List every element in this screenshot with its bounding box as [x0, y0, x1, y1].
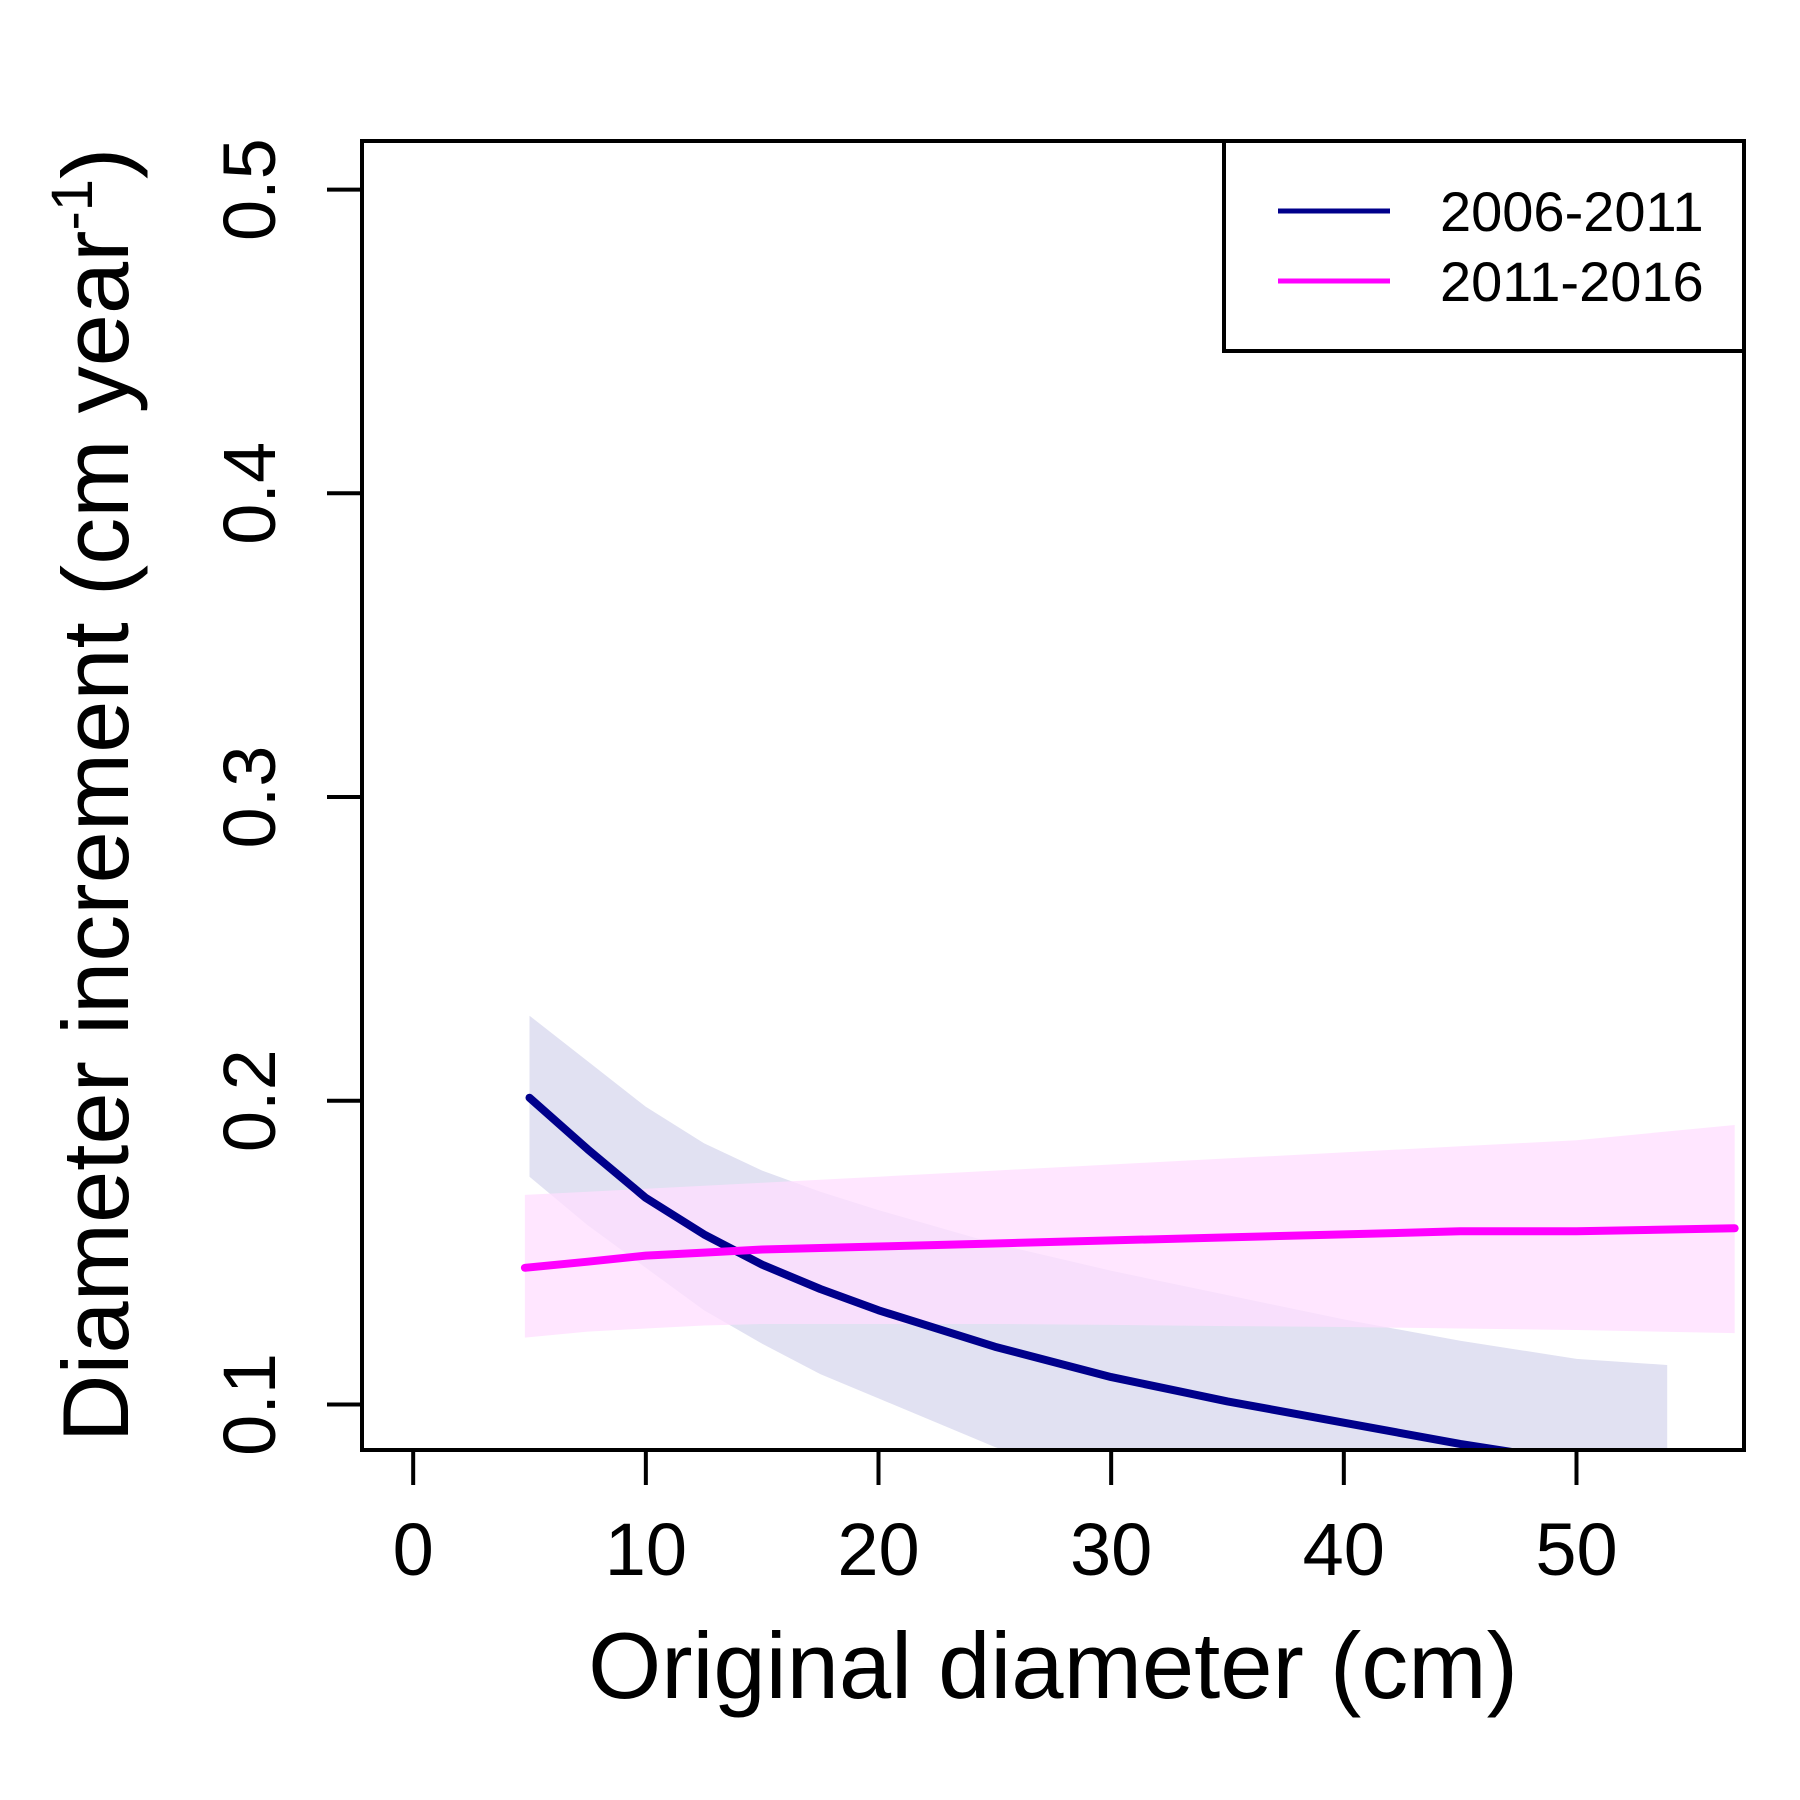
x-tick-label: 30 [1070, 1508, 1152, 1591]
x-axis-title: Original diameter (cm) [588, 1613, 1518, 1718]
x-tick-label: 40 [1303, 1508, 1385, 1591]
y-axis-title-superscript: -1 [40, 179, 105, 231]
y-tick-label: 0.2 [208, 1049, 291, 1152]
y-tick-label: 0.1 [208, 1353, 291, 1456]
y-axis: 0.1 0.2 0.3 0.4 0.5 [208, 138, 362, 1456]
legend-label-2011-2016: 2011-2016 [1440, 250, 1704, 313]
y-tick-label: 0.4 [208, 442, 291, 545]
y-axis-title-main: Diameter increment (cm year [43, 231, 148, 1443]
y-axis-title-close: ) [43, 148, 148, 179]
legend-label-2006-2011: 2006-2011 [1440, 180, 1704, 243]
y-tick-label: 0.5 [208, 138, 291, 241]
x-axis: 0 10 20 30 40 50 [393, 1450, 1618, 1591]
x-tick-label: 20 [837, 1508, 919, 1591]
x-tick-label: 10 [605, 1508, 687, 1591]
legend-box [1224, 141, 1744, 351]
legend: 2006-2011 2011-2016 [1224, 141, 1744, 351]
y-axis-title: Diameter increment (cm year-1) [40, 148, 148, 1443]
y-tick-label: 0.3 [208, 746, 291, 849]
x-tick-label: 0 [393, 1508, 434, 1591]
x-tick-label: 50 [1535, 1508, 1617, 1591]
